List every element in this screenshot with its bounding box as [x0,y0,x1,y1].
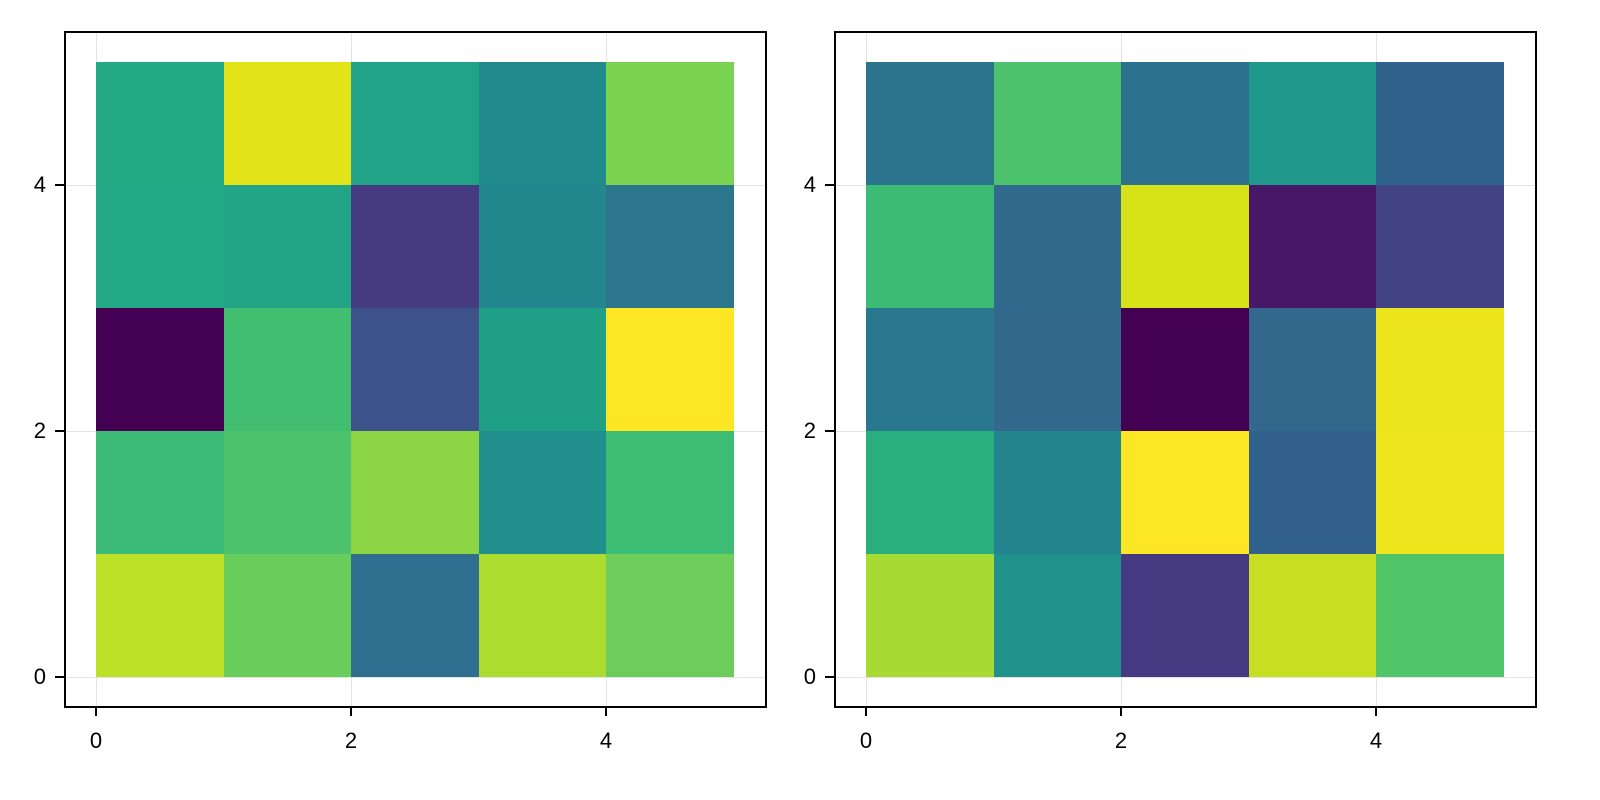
ytick-2 [55,430,64,432]
xtick-label-0: 0 [89,728,103,753]
heatmap-cell [994,554,1121,677]
heatmap-cell [96,62,224,185]
heatmap-cell [224,185,351,308]
xtick-label-4: 4 [1369,728,1383,753]
heatmap-cell [224,431,351,554]
heatmap-cell [224,554,351,677]
heatmap-cell [1121,431,1249,554]
heatmap-cell [96,431,224,554]
heatmap-cell [994,431,1121,554]
ytick-label-4: 4 [803,172,816,197]
heatmap-cell [96,185,224,308]
xtick-2 [350,707,352,716]
heatmap-cell [1121,62,1249,185]
ytick-0 [55,676,64,678]
heatmap-cell [866,185,994,308]
xtick-4 [1375,707,1377,716]
heatmap-cell [479,185,606,308]
heatmap-cell [1376,308,1504,431]
heatmap-cell [866,62,994,185]
gridline-y-0 [66,677,765,678]
heatmap-cell [1121,185,1249,308]
heatmap-cell [96,554,224,677]
gridline-y-0 [836,677,1535,678]
heatmap-cell [351,431,479,554]
heatmap-cell [224,62,351,185]
ytick-label-4: 4 [33,172,46,197]
heatmap-cell [1249,308,1376,431]
heatmap-cell [1376,62,1504,185]
heatmap-cell [1121,308,1249,431]
heatmap-cell [351,308,479,431]
heatmap-cell [1249,185,1376,308]
heatmap-cell [1249,554,1376,677]
xtick-0 [95,707,97,716]
heatmap-cell [994,185,1121,308]
heatmap-cell [479,554,606,677]
heatmap-cell [1249,62,1376,185]
heatmap-cell [994,308,1121,431]
heatmap-cell [351,554,479,677]
xtick-label-2: 2 [1114,728,1128,753]
heatmap-cell [866,308,994,431]
heatmap-cell [606,185,734,308]
heatmap-cell [351,62,479,185]
ytick-4 [55,184,64,186]
heatmap-cell [96,308,224,431]
heatmap-cell [351,185,479,308]
xtick-label-2: 2 [344,728,358,753]
xtick-2 [1120,707,1122,716]
heatmap-cell [606,308,734,431]
heatmap-cell [1376,554,1504,677]
heatmap-cell [479,431,606,554]
ytick-4 [825,184,834,186]
xtick-label-4: 4 [599,728,613,753]
heatmap-left-cells [96,62,734,677]
heatmap-cell [479,62,606,185]
heatmap-cell [1121,554,1249,677]
ytick-label-2: 2 [33,418,46,443]
heatmap-right-axes [834,31,1537,708]
heatmap-cell [1376,431,1504,554]
heatmap-right-cells [866,62,1504,677]
ytick-label-2: 2 [803,418,816,443]
heatmap-cell [994,62,1121,185]
heatmap-cell [866,431,994,554]
heatmap-cell [1249,431,1376,554]
heatmap-cell [224,308,351,431]
ytick-label-0: 0 [33,664,46,689]
xtick-label-0: 0 [859,728,873,753]
heatmap-cell [606,431,734,554]
heatmap-left-axes [64,31,767,708]
xtick-4 [605,707,607,716]
heatmap-cell [606,62,734,185]
heatmap-cell [866,554,994,677]
ytick-0 [825,676,834,678]
xtick-0 [865,707,867,716]
heatmap-cell [1376,185,1504,308]
heatmap-cell [606,554,734,677]
heatmap-cell [479,308,606,431]
ytick-2 [825,430,834,432]
ytick-label-0: 0 [803,664,816,689]
